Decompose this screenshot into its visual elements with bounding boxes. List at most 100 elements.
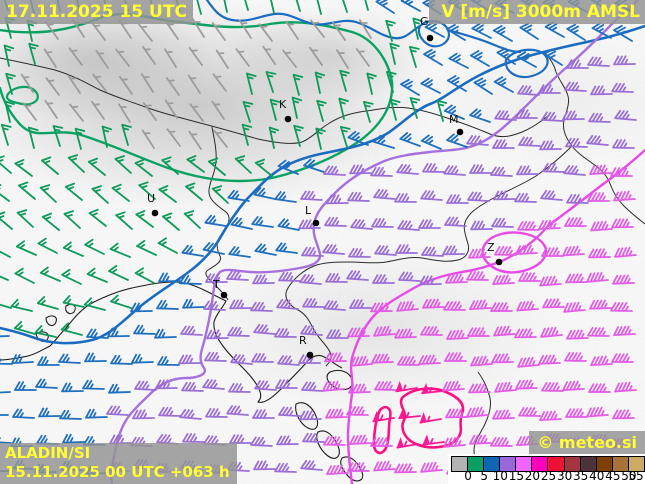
wind-barb xyxy=(244,0,249,11)
wind-barb xyxy=(466,135,489,146)
wind-barb xyxy=(227,189,250,202)
wind-barb xyxy=(396,300,419,312)
wind-barb xyxy=(422,163,445,173)
wind-barb xyxy=(540,326,563,338)
wind-barb xyxy=(14,267,35,284)
wind-barb xyxy=(142,102,157,121)
wind-barb xyxy=(348,383,371,394)
wind-barb xyxy=(514,328,537,339)
wind-barb xyxy=(20,73,34,93)
wind-barb xyxy=(215,49,229,69)
wind-barb xyxy=(389,42,400,65)
wind-barb xyxy=(37,237,58,254)
wind-barb xyxy=(541,111,564,122)
wind-barb xyxy=(276,435,299,446)
wind-barb xyxy=(471,22,492,39)
wind-barb xyxy=(468,383,491,394)
wind-barb xyxy=(228,246,251,258)
wind-barb xyxy=(515,244,538,255)
wind-barb xyxy=(136,240,157,256)
legend-tick-label: 55 xyxy=(628,469,644,483)
wind-barb xyxy=(339,69,350,92)
wind-barb xyxy=(491,353,514,364)
wind-barb xyxy=(544,21,565,38)
city-dot xyxy=(456,128,464,136)
wind-barb xyxy=(253,460,276,471)
wind-barb xyxy=(0,184,10,202)
city-label: T xyxy=(212,278,220,291)
city-dot xyxy=(284,115,292,123)
legend-tick-label: 10 xyxy=(492,469,508,483)
wind-barb xyxy=(613,325,636,336)
wind-barb xyxy=(211,22,226,41)
wind-barb xyxy=(611,82,634,93)
wind-barb xyxy=(470,355,493,367)
city-marker-Z: Z xyxy=(487,241,503,266)
wind-barb xyxy=(518,407,541,417)
wind-barb xyxy=(324,216,347,227)
wind-barb xyxy=(314,71,326,94)
wind-barb xyxy=(492,25,513,42)
wind-barb xyxy=(39,266,61,282)
parameter-label: V [m/s] 3000m AMSL xyxy=(429,0,645,24)
isotach-5ms xyxy=(5,85,39,106)
wind-barb xyxy=(36,296,59,310)
wind-barb xyxy=(61,382,84,393)
wind-barb xyxy=(134,267,155,284)
wind-barb xyxy=(0,155,12,174)
city-label: K xyxy=(279,98,287,111)
wind-barb xyxy=(300,190,323,201)
city-marker-L: L xyxy=(305,204,320,227)
wind-barb xyxy=(565,273,588,284)
city-marker-G: G xyxy=(420,15,434,42)
wind-barb xyxy=(204,351,227,362)
wind-barb xyxy=(250,436,273,447)
wind-barb xyxy=(91,185,109,204)
wind-barb xyxy=(275,242,298,254)
wind-barb xyxy=(298,354,321,364)
wind-barb xyxy=(359,19,372,39)
city-marker-K: K xyxy=(279,98,292,123)
wind-barb xyxy=(309,46,323,66)
wind-barb xyxy=(18,181,36,200)
wind-barb xyxy=(59,409,82,420)
wind-barb xyxy=(16,209,34,228)
wind-barb-pennant xyxy=(372,410,380,422)
wind-barb xyxy=(332,21,346,41)
city-label: M xyxy=(449,113,459,126)
wind-barb xyxy=(213,129,228,148)
legend-tick-label: 35 xyxy=(573,469,589,483)
wind-barb xyxy=(586,134,609,146)
wind-barb xyxy=(446,133,468,148)
wind-barb xyxy=(397,220,420,231)
legend-tick-label: 15 xyxy=(508,469,524,483)
wind-barb xyxy=(223,0,228,13)
wind-barb xyxy=(186,155,205,173)
wind-barb xyxy=(292,73,304,96)
wind-barb xyxy=(370,302,393,313)
coastline xyxy=(295,402,319,430)
wind-barb xyxy=(67,74,81,94)
isotach-25ms xyxy=(372,405,392,455)
city-marker-T: T xyxy=(212,278,228,299)
wind-barb xyxy=(155,379,178,390)
wind-barb xyxy=(394,328,417,339)
wind-barb xyxy=(325,273,348,283)
wind-barb xyxy=(444,216,467,227)
wind-barb xyxy=(269,98,281,121)
wind-barb xyxy=(182,298,205,309)
wind-barb xyxy=(563,164,586,176)
wind-barb xyxy=(22,102,37,121)
wind-barb xyxy=(165,77,180,96)
wind-barb xyxy=(118,103,131,123)
wind-barb xyxy=(322,243,345,255)
wind-barb xyxy=(409,46,420,68)
wind-barb xyxy=(265,71,277,93)
wind-barb xyxy=(564,217,587,227)
wind-barb xyxy=(423,48,443,66)
wind-barb xyxy=(420,190,443,201)
wind-barb xyxy=(229,434,252,444)
wind-barb xyxy=(84,352,107,363)
wind-barb xyxy=(285,20,299,40)
wind-barb xyxy=(192,18,205,38)
